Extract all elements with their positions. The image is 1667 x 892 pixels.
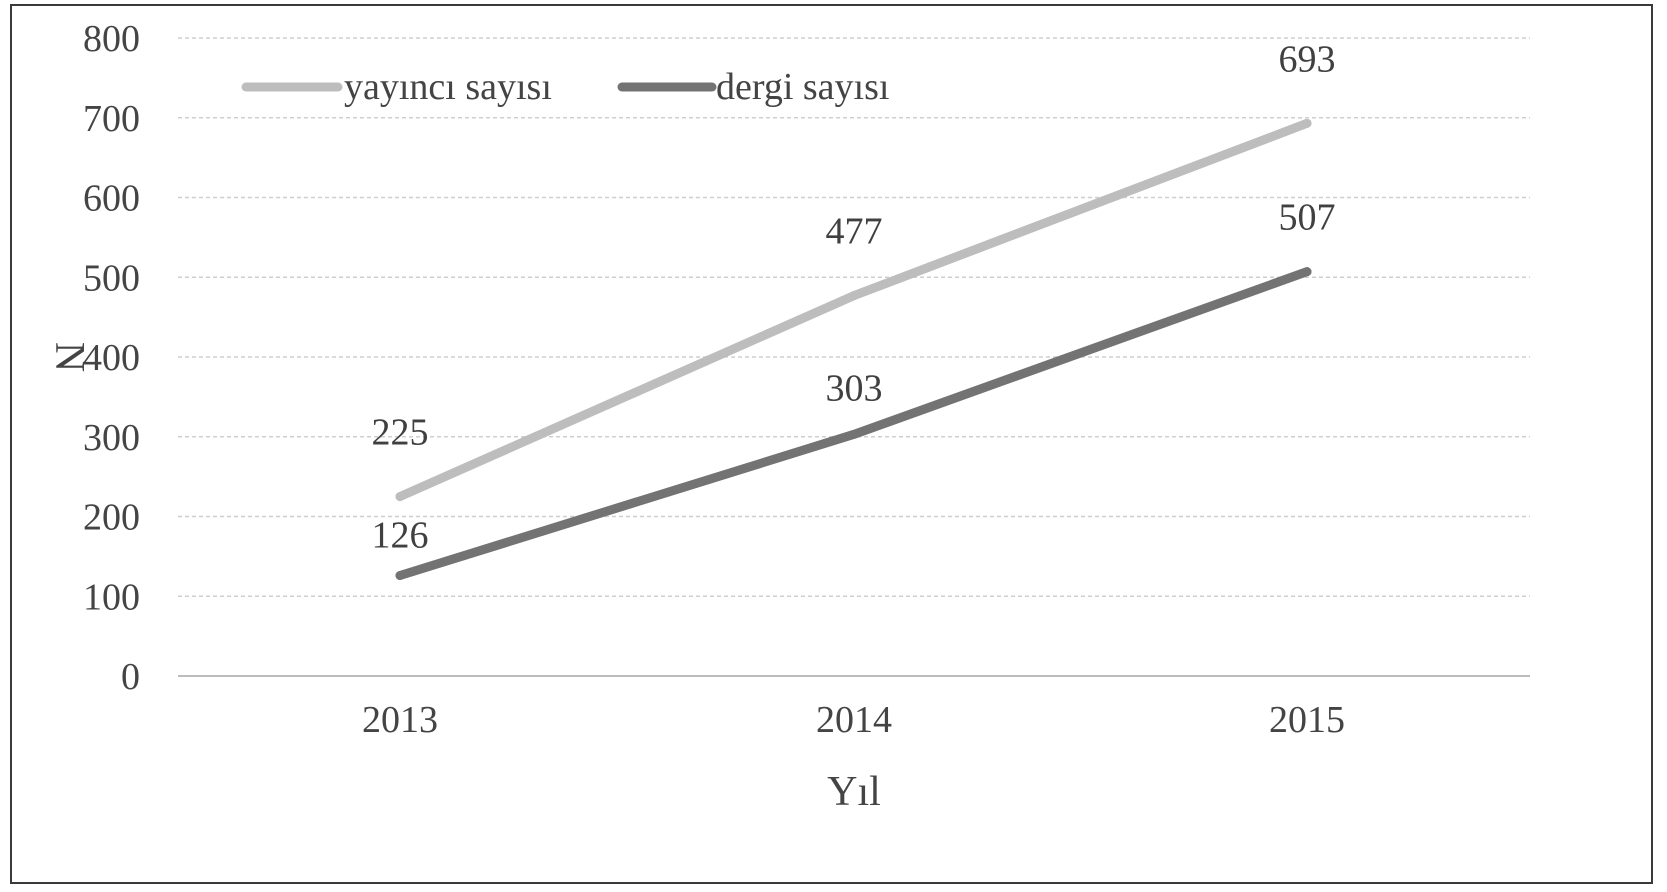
y-tick-label: 200	[83, 497, 140, 539]
x-tick-labels: 2013 2014 2015	[362, 699, 1345, 741]
legend: yayıncı sayısı dergi sayısı	[241, 66, 889, 108]
y-tick-label: 300	[83, 417, 140, 459]
series-line-yayinci-sayisi	[395, 118, 1312, 502]
data-point	[1302, 267, 1312, 277]
data-label: 225	[372, 412, 429, 454]
series-layer	[395, 118, 1312, 581]
data-label: 507	[1279, 197, 1336, 239]
x-tick-label: 2014	[816, 699, 892, 741]
data-point	[849, 429, 859, 439]
data-point	[395, 492, 405, 502]
legend-label: dergi sayısı	[716, 66, 889, 108]
x-axis-title: Yıl	[827, 769, 881, 815]
legend-label: yayıncı sayısı	[344, 66, 552, 108]
data-label: 303	[826, 367, 883, 409]
x-tick-label: 2015	[1269, 699, 1345, 741]
x-tick-label: 2013	[362, 699, 438, 741]
data-point	[395, 571, 405, 581]
data-point	[849, 291, 859, 301]
data-labels: 225 477 693 126 303 507	[372, 38, 1336, 556]
y-tick-label: 100	[83, 576, 140, 618]
data-label: 693	[1279, 38, 1336, 80]
y-tick-label: 500	[83, 257, 140, 299]
data-point	[1302, 118, 1312, 128]
series-line-dergi-sayisi	[395, 267, 1312, 581]
data-label: 477	[826, 211, 883, 253]
y-tick-label: 400	[83, 337, 140, 379]
y-tick-label: 0	[121, 656, 140, 698]
y-tick-label: 700	[83, 98, 140, 140]
y-tick-label: 800	[83, 18, 140, 60]
data-label: 126	[372, 515, 429, 557]
grid-layer	[178, 37, 1530, 677]
y-tick-label: 600	[83, 178, 140, 220]
y-axis-title: N	[46, 342, 92, 372]
y-tick-labels: 0 100 200 300 400 500 600 700 800	[83, 18, 140, 698]
